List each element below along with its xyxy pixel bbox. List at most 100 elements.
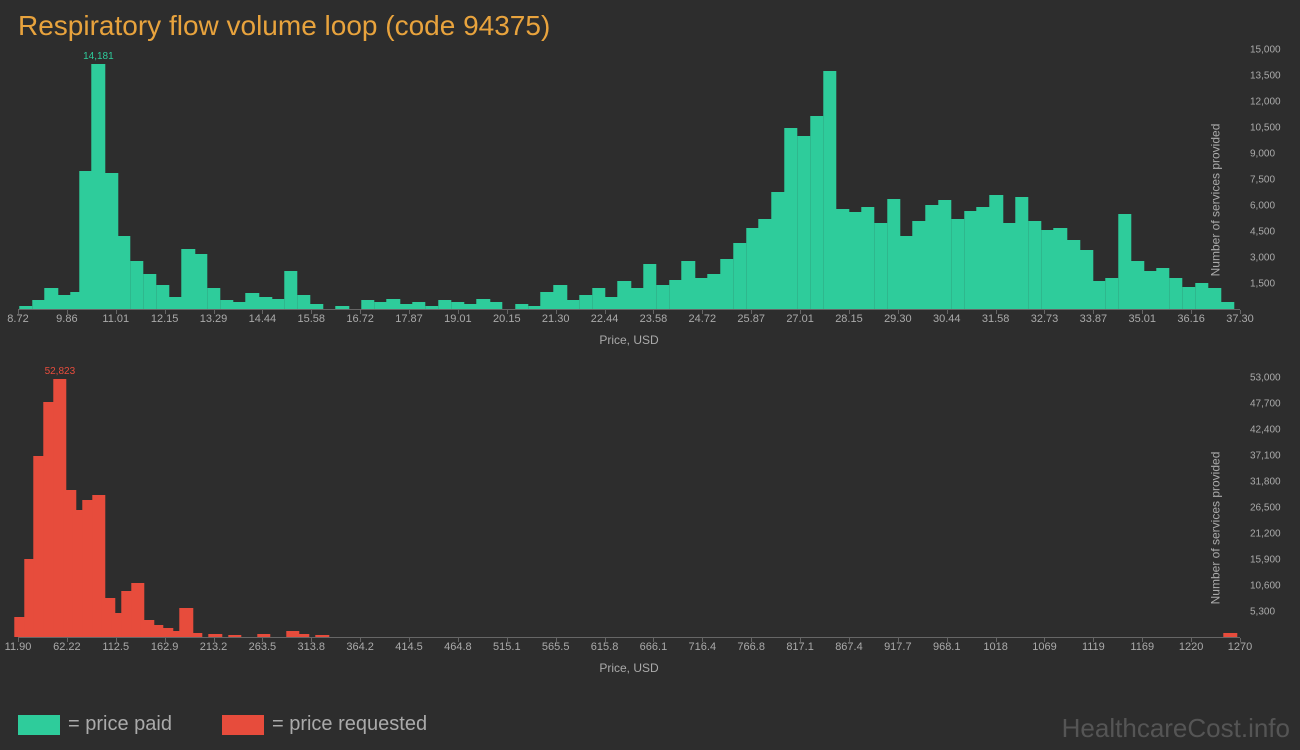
bar <box>964 211 977 309</box>
bar <box>1169 278 1182 309</box>
bar <box>874 223 887 309</box>
x-tick-mark <box>800 310 801 314</box>
y-tick-label: 12,000 <box>1250 97 1281 108</box>
x-tick-label: 917.7 <box>884 641 912 653</box>
x-tick-mark <box>653 310 654 314</box>
legend-label: = price requested <box>272 713 427 736</box>
bar <box>1182 287 1195 309</box>
y-tick-label: 37,100 <box>1250 451 1281 462</box>
x-tick-mark <box>18 638 19 642</box>
y-axis-label: Number of services provided <box>1209 124 1223 277</box>
y-tick-label: 21,200 <box>1250 529 1281 540</box>
x-tick-mark <box>116 310 117 314</box>
plot-area: 14,181 <box>18 50 1240 310</box>
bar <box>1195 283 1208 309</box>
x-tick-mark <box>311 310 312 314</box>
bar <box>1131 261 1144 309</box>
x-tick-label: 62.22 <box>53 641 81 653</box>
bar <box>643 264 656 309</box>
x-tick-mark <box>898 310 899 314</box>
x-tick-mark <box>165 310 166 314</box>
x-tick-mark <box>458 638 459 642</box>
x-tick-label: 32.73 <box>1031 313 1059 325</box>
bar <box>143 274 156 309</box>
x-tick-mark <box>1142 310 1143 314</box>
bar <box>156 285 169 309</box>
legend-item: = price requested <box>222 713 427 736</box>
y-tick-label: 3,000 <box>1250 253 1275 264</box>
bar <box>913 221 926 309</box>
x-tick-mark <box>360 638 361 642</box>
bar <box>707 274 720 309</box>
bar <box>130 261 143 309</box>
x-tick-mark <box>1093 310 1094 314</box>
bar <box>925 205 938 309</box>
x-tick-mark <box>214 638 215 642</box>
x-tick-label: 1270 <box>1228 641 1252 653</box>
x-tick-mark <box>898 638 899 642</box>
legend: = price paid = price requested <box>18 713 427 736</box>
bar <box>990 195 1003 309</box>
bar <box>335 306 348 309</box>
x-tick-label: 9.86 <box>56 313 77 325</box>
x-tick-label: 766.8 <box>737 641 765 653</box>
bar <box>412 302 425 309</box>
x-tick-mark <box>1093 638 1094 642</box>
bar <box>438 300 451 309</box>
x-tick-label: 968.1 <box>933 641 961 653</box>
y-tick-label: 10,500 <box>1250 123 1281 134</box>
x-tick-mark <box>67 310 68 314</box>
bar <box>720 259 733 309</box>
y-tick-label: 26,500 <box>1250 503 1281 514</box>
bar <box>836 209 849 309</box>
bar <box>233 302 246 309</box>
x-tick-mark <box>702 638 703 642</box>
x-tick-label: 1018 <box>983 641 1007 653</box>
y-tick-label: 7,500 <box>1250 175 1275 186</box>
x-tick-label: 716.4 <box>689 641 717 653</box>
x-tick-mark <box>18 310 19 314</box>
x-tick-label: 37.30 <box>1226 313 1254 325</box>
x-tick-label: 24.72 <box>689 313 717 325</box>
x-tick-label: 29.30 <box>884 313 912 325</box>
bar <box>784 128 797 309</box>
bar <box>733 243 746 309</box>
x-tick-label: 515.1 <box>493 641 521 653</box>
bar <box>57 295 70 309</box>
bar <box>209 634 222 637</box>
x-tick-label: 20.15 <box>493 313 521 325</box>
x-tick-mark <box>1191 638 1192 642</box>
bar <box>361 300 374 309</box>
x-tick-label: 1220 <box>1179 641 1203 653</box>
bar <box>1224 633 1237 637</box>
x-tick-mark <box>214 310 215 314</box>
bar <box>464 304 477 309</box>
x-tick-label: 8.72 <box>7 313 28 325</box>
bar <box>656 285 669 309</box>
x-tick-label: 1119 <box>1082 641 1105 653</box>
x-tick-label: 414.5 <box>395 641 423 653</box>
x-tick-label: 22.44 <box>591 313 619 325</box>
bar <box>592 288 605 309</box>
x-tick-label: 464.8 <box>444 641 472 653</box>
x-tick-mark <box>507 638 508 642</box>
legend-item: = price paid <box>18 713 172 736</box>
bar <box>977 207 990 309</box>
y-tick-label: 4,500 <box>1250 227 1275 238</box>
y-tick-label: 31,800 <box>1250 477 1281 488</box>
x-tick-label: 28.15 <box>835 313 863 325</box>
x-tick-label: 867.4 <box>835 641 863 653</box>
watermark: HealthcareCost.info <box>1062 713 1290 744</box>
x-tick-label: 565.5 <box>542 641 570 653</box>
x-tick-mark <box>165 638 166 642</box>
bar <box>220 300 233 309</box>
x-tick-label: 666.1 <box>640 641 668 653</box>
x-tick-label: 313.8 <box>298 641 326 653</box>
peak-label: 52,823 <box>45 366 76 377</box>
y-tick-label: 1,500 <box>1250 279 1275 290</box>
bar <box>79 171 92 309</box>
bar <box>258 297 271 309</box>
bar <box>1143 271 1156 309</box>
x-tick-mark <box>458 310 459 314</box>
x-tick-mark <box>116 638 117 642</box>
